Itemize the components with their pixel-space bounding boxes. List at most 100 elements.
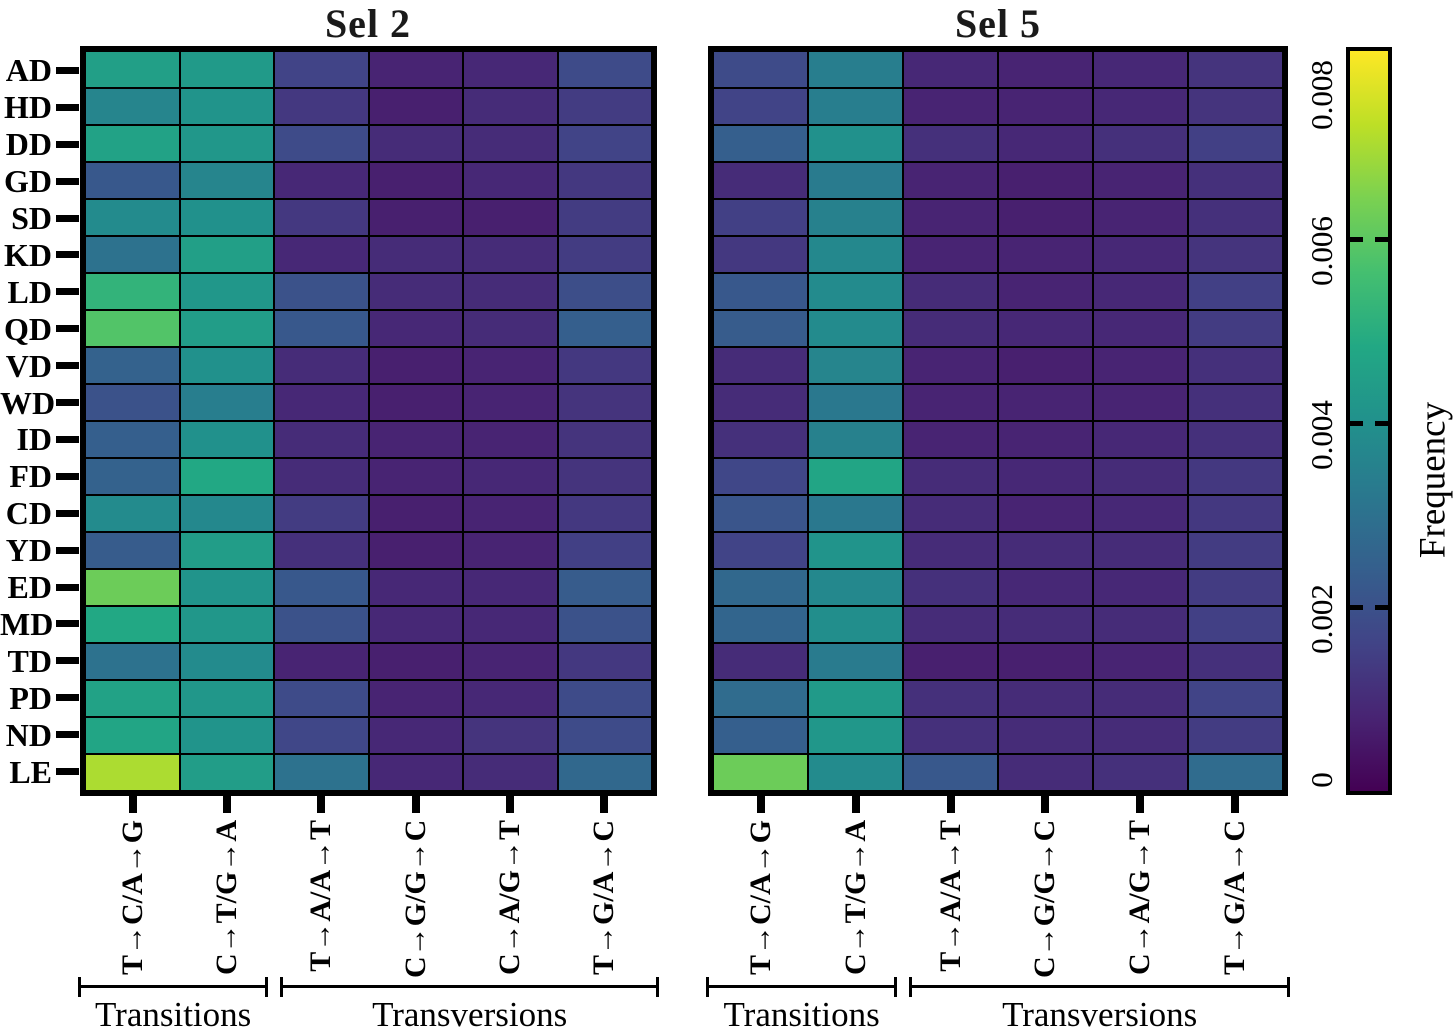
- heatmap-cell: [558, 718, 651, 753]
- heatmap-cell: [180, 311, 273, 346]
- x-axis-label: T→A/A→T: [933, 820, 967, 972]
- y-axis-tick: [56, 214, 79, 222]
- y-axis-tick: [56, 435, 79, 443]
- heatmap-cell: [809, 163, 902, 198]
- panel-title-sel5: Sel 5: [954, 1, 1042, 46]
- colorbar-axis-label: Frequency: [1412, 401, 1454, 559]
- heatmap-cell: [809, 533, 902, 568]
- heatmap-cell: [180, 163, 273, 198]
- heatmap-cell: [1189, 718, 1282, 753]
- heatmap-cell: [275, 755, 368, 790]
- heatmap-cell: [180, 459, 273, 494]
- heatmap-cell: [1094, 163, 1187, 198]
- heatmap-cell: [904, 163, 997, 198]
- y-axis-label: YD: [5, 532, 52, 569]
- heatmap-cell: [809, 348, 902, 383]
- heatmap-cell: [904, 644, 997, 679]
- heatmap-cell: [809, 89, 902, 124]
- heatmap-cell: [1094, 311, 1187, 346]
- heatmap-cell: [464, 52, 557, 87]
- heatmap-cell: [1094, 274, 1187, 309]
- heatmap-cell: [904, 52, 997, 87]
- colorbar-tick-label: 0.002: [1304, 584, 1339, 654]
- heatmap-cell: [904, 459, 997, 494]
- y-axis-tick: [56, 140, 79, 148]
- mutation-group-label: Transversions: [1002, 995, 1198, 1034]
- heatmap-cell: [369, 200, 462, 235]
- heatmap-cell: [180, 681, 273, 716]
- heatmap-cell: [714, 607, 807, 642]
- heatmap-cell: [1189, 311, 1282, 346]
- x-axis-label: C→G/G→C: [1028, 819, 1062, 978]
- colorbar-tick-label: 0.008: [1304, 60, 1339, 130]
- x-axis-tick: [411, 796, 420, 813]
- heatmap-cell: [1094, 570, 1187, 605]
- heatmap-cell: [558, 755, 651, 790]
- heatmap-cell: [1094, 533, 1187, 568]
- heatmap-cell: [180, 755, 273, 790]
- heatmap-cell: [999, 681, 1092, 716]
- y-axis-label: ED: [7, 569, 52, 606]
- heatmap-cell: [1189, 89, 1282, 124]
- heatmap-cell: [1094, 385, 1187, 420]
- heatmap-cell: [180, 570, 273, 605]
- heatmap-cell: [809, 126, 902, 161]
- heatmap-cell: [369, 718, 462, 753]
- heatmap-cell: [369, 496, 462, 531]
- y-axis-label: DD: [5, 126, 52, 163]
- heatmap-cell: [999, 52, 1092, 87]
- heatmap-cell: [464, 89, 557, 124]
- x-axis-label: C→G/G→C: [398, 819, 432, 978]
- heatmap-cell: [904, 200, 997, 235]
- heatmap-cell: [904, 755, 997, 790]
- heatmap-cell: [275, 52, 368, 87]
- y-axis-tick: [56, 472, 79, 480]
- heatmap-cell: [464, 422, 557, 457]
- heatmap-cell: [558, 459, 651, 494]
- heatmap-cell: [369, 644, 462, 679]
- heatmap-cell: [464, 644, 557, 679]
- heatmap-cell: [558, 89, 651, 124]
- heatmap-cell: [714, 200, 807, 235]
- y-axis-label: GD: [4, 163, 52, 200]
- heatmap-cell: [180, 385, 273, 420]
- colorbar-tick: [1375, 604, 1388, 610]
- y-axis-tick: [56, 583, 79, 591]
- heatmap-cell: [999, 533, 1092, 568]
- heatmap-cell: [86, 422, 179, 457]
- colorbar-tick: [1350, 236, 1363, 242]
- heatmap-cell: [369, 274, 462, 309]
- heatmap-cell: [464, 348, 557, 383]
- heatmap-cell: [275, 163, 368, 198]
- colorbar-tick: [1350, 420, 1363, 426]
- heatmap-cell: [999, 348, 1092, 383]
- heatmap-cell: [904, 237, 997, 272]
- heatmap-cell: [180, 607, 273, 642]
- heatmap-cell: [86, 755, 179, 790]
- heatmap-cell: [180, 274, 273, 309]
- heatmap-cell: [809, 644, 902, 679]
- heatmap-cell: [714, 126, 807, 161]
- heatmap-cell: [369, 311, 462, 346]
- bracket-end-cap: [78, 977, 81, 997]
- heatmap-cell: [86, 348, 179, 383]
- heatmap-cell: [809, 459, 902, 494]
- bracket-end-cap: [280, 977, 284, 997]
- bracket-line: [280, 985, 659, 988]
- heatmap-cell: [369, 607, 462, 642]
- y-axis-tick: [56, 768, 79, 776]
- heatmap-cell: [809, 681, 902, 716]
- x-axis-label: T→C/A→G: [744, 820, 778, 976]
- heatmap-cell: [999, 607, 1092, 642]
- heatmap-cell: [999, 718, 1092, 753]
- heatmap-cell: [369, 459, 462, 494]
- heatmap-cell: [1094, 459, 1187, 494]
- heatmap-cell: [464, 274, 557, 309]
- heatmap-cell: [1094, 89, 1187, 124]
- heatmap-cell: [714, 163, 807, 198]
- y-axis-tick: [56, 399, 79, 407]
- x-axis-label: T→G/A→C: [1217, 820, 1251, 976]
- x-axis-label: T→C/A→G: [116, 820, 150, 976]
- heatmap-cell: [999, 274, 1092, 309]
- heatmap-cell: [464, 163, 557, 198]
